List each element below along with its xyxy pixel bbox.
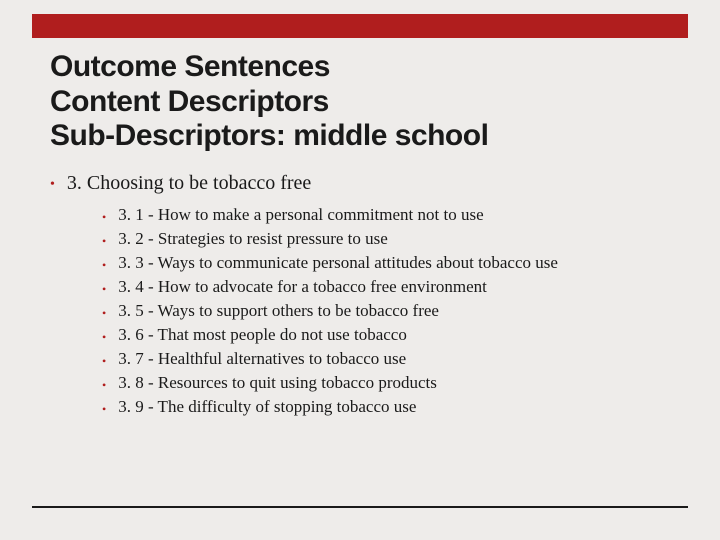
bullet-icon: • <box>102 354 106 369</box>
title-line-1: Outcome Sentences <box>50 50 680 85</box>
bullet-icon: • <box>102 378 106 393</box>
sub-item-text: 3. 9 - The difficulty of stopping tobacc… <box>118 397 416 417</box>
bullet-icon: • <box>102 402 106 417</box>
sub-item-text: 3. 7 - Healthful alternatives to tobacco… <box>118 349 406 369</box>
list-item: • 3. 6 - That most people do not use tob… <box>102 325 680 345</box>
list-item: • 3. 7 - Healthful alternatives to tobac… <box>102 349 680 369</box>
title-line-3: Sub-Descriptors: middle school <box>50 119 680 154</box>
header-accent-bar <box>32 14 688 38</box>
list-item: • 3. 8 - Resources to quit using tobacco… <box>102 373 680 393</box>
list-item: • 3. 2 - Strategies to resist pressure t… <box>102 229 680 249</box>
main-list: • 3. Choosing to be tobacco free <box>50 172 680 195</box>
bullet-icon: • <box>102 210 106 225</box>
main-list-item: • 3. Choosing to be tobacco free <box>50 172 680 195</box>
bullet-icon: • <box>102 282 106 297</box>
slide-title: Outcome Sentences Content Descriptors Su… <box>50 50 680 154</box>
sub-list: • 3. 1 - How to make a personal commitme… <box>102 205 680 417</box>
footer-divider <box>32 506 688 508</box>
title-line-2: Content Descriptors <box>50 85 680 120</box>
slide-content: Outcome Sentences Content Descriptors Su… <box>50 50 680 421</box>
list-item: • 3. 4 - How to advocate for a tobacco f… <box>102 277 680 297</box>
sub-item-text: 3. 2 - Strategies to resist pressure to … <box>118 229 388 249</box>
bullet-icon: • <box>102 306 106 321</box>
sub-item-text: 3. 1 - How to make a personal commitment… <box>118 205 483 225</box>
sub-item-text: 3. 6 - That most people do not use tobac… <box>118 325 407 345</box>
list-item: • 3. 9 - The difficulty of stopping toba… <box>102 397 680 417</box>
bullet-icon: • <box>102 258 106 273</box>
list-item: • 3. 1 - How to make a personal commitme… <box>102 205 680 225</box>
bullet-icon: • <box>102 330 106 345</box>
sub-item-text: 3. 8 - Resources to quit using tobacco p… <box>118 373 437 393</box>
sub-item-text: 3. 3 - Ways to communicate personal atti… <box>118 253 558 273</box>
list-item: • 3. 5 - Ways to support others to be to… <box>102 301 680 321</box>
main-item-text: 3. Choosing to be tobacco free <box>67 172 311 195</box>
bullet-icon: • <box>50 177 55 193</box>
sub-item-text: 3. 5 - Ways to support others to be toba… <box>118 301 439 321</box>
bullet-icon: • <box>102 234 106 249</box>
list-item: • 3. 3 - Ways to communicate personal at… <box>102 253 680 273</box>
sub-item-text: 3. 4 - How to advocate for a tobacco fre… <box>118 277 487 297</box>
